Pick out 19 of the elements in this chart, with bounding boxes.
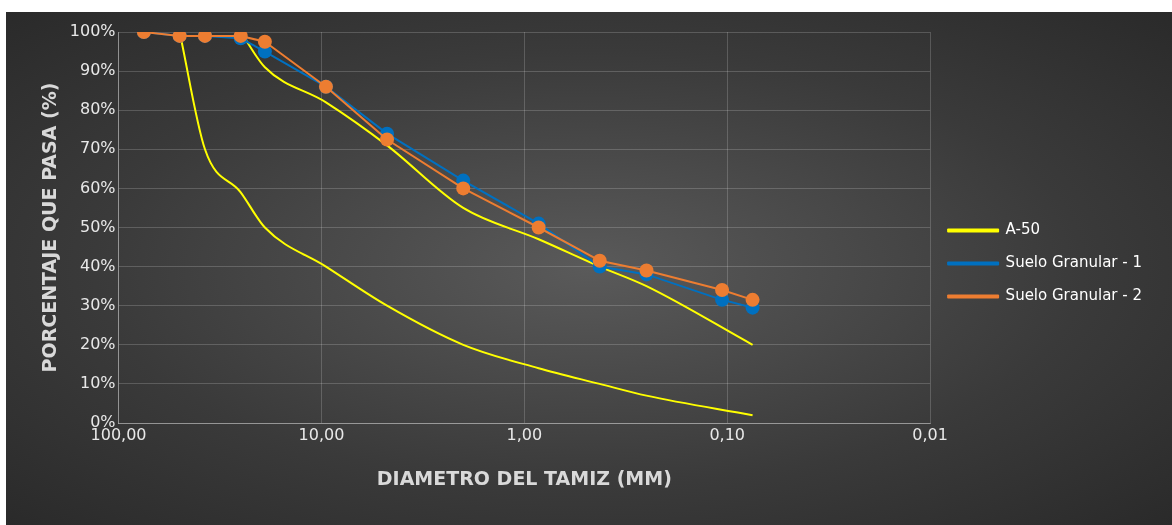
y-tick-label: 90% [79, 60, 116, 80]
y-tick-label: 50% [79, 216, 116, 236]
legend-label: Suelo Granular - 1 [1005, 253, 1143, 272]
x-tick-label: 1,00 [506, 424, 543, 444]
y-tick-label: 70% [79, 138, 116, 158]
y-tick-label: 30% [79, 294, 116, 314]
x-axis-title: DIAMETRO DEL TAMIZ (MM) [376, 466, 672, 489]
y-tick-label: 40% [79, 255, 116, 275]
y-tick-label: 10% [79, 373, 116, 393]
y-tick-label: 20% [79, 333, 116, 353]
legend-label: Suelo Granular - 2 [1005, 286, 1143, 305]
x-tick-label: 0,01 [912, 424, 948, 444]
x-tick-label: 0,10 [709, 424, 746, 444]
legend-label: A-50 [1005, 220, 1041, 239]
y-tick-label: 100% [69, 21, 116, 41]
y-axis-title: PORCENTAJE QUE PASA (%) [38, 82, 61, 373]
y-tick-label: 60% [79, 177, 116, 197]
y-tick-label: 80% [79, 99, 116, 119]
x-tick-label: 10,00 [298, 424, 345, 444]
